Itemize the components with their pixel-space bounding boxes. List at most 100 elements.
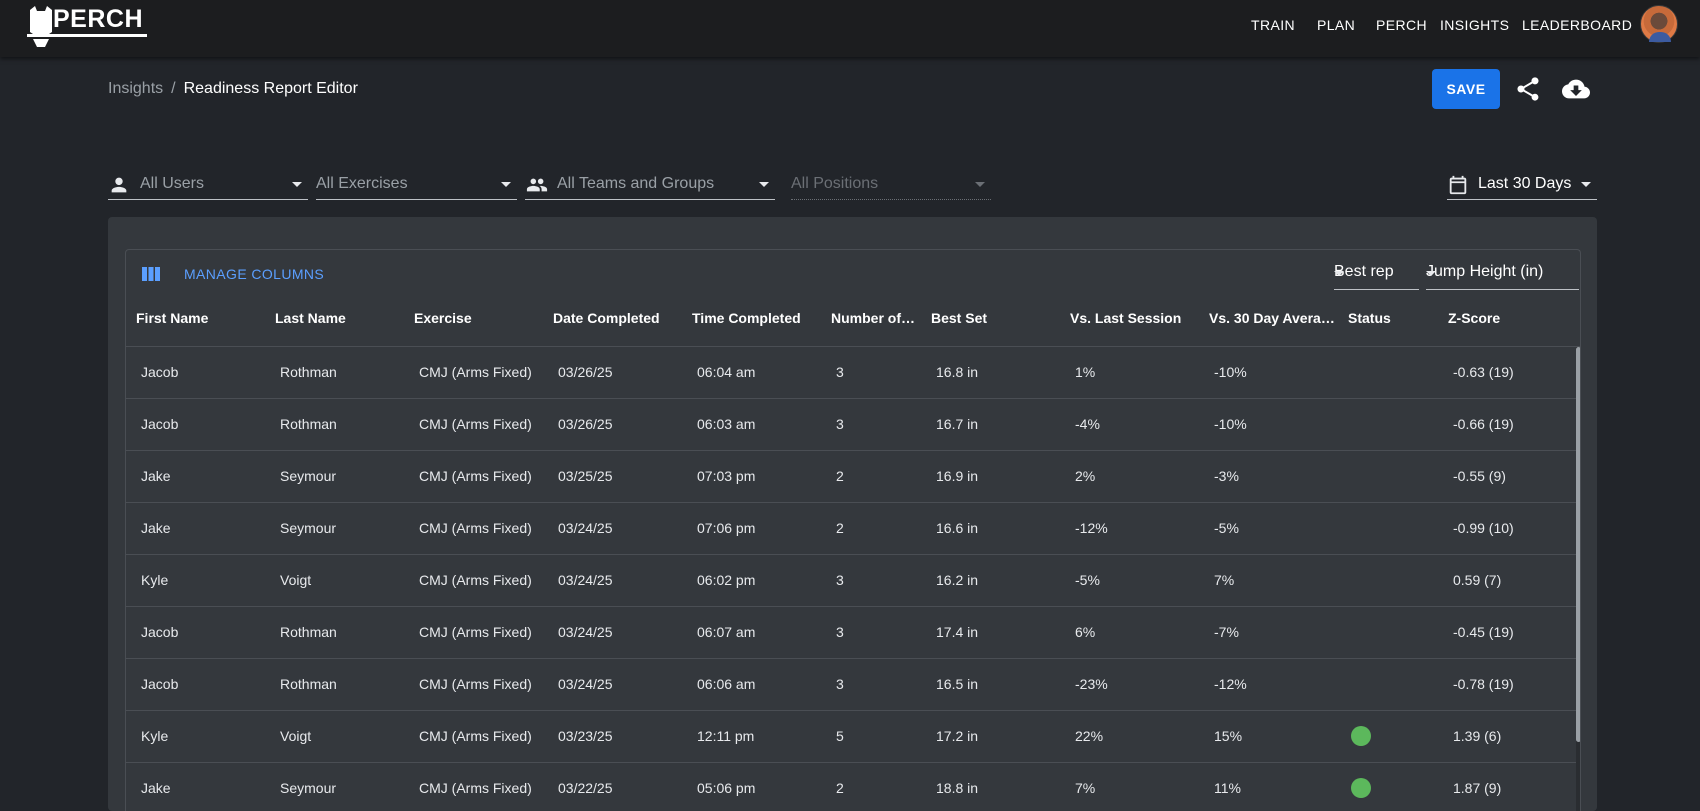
teams-filter[interactable]: All Teams and Groups: [525, 170, 775, 200]
date-range-filter[interactable]: Last 30 Days: [1447, 170, 1597, 200]
cell-z-score: -0.45 (19): [1453, 624, 1514, 640]
user-avatar[interactable]: [1640, 5, 1678, 43]
cell-date-completed: 03/24/25: [558, 676, 613, 692]
vertical-scrollbar[interactable]: [1576, 347, 1580, 811]
col-header-status[interactable]: Status: [1348, 310, 1391, 326]
breadcrumb: Insights / Readiness Report Editor: [108, 80, 358, 98]
nav-train[interactable]: TRAIN: [1251, 17, 1295, 33]
table-row[interactable]: Jacob Rothman CMJ (Arms Fixed) 03/26/25 06:0…: [126, 347, 1576, 399]
cell-vs-last-session: -4%: [1075, 416, 1100, 432]
chevron-down-icon: [292, 182, 302, 187]
table-row[interactable]: Jake Seymour CMJ (Arms Fixed) 03/24/25 07:06…: [126, 503, 1576, 555]
table-row[interactable]: Kyle Voigt CMJ (Arms Fixed) 03/24/25 06:02 p…: [126, 555, 1576, 607]
cell-z-score: 0.59 (7): [1453, 572, 1502, 588]
person-icon: [111, 177, 127, 193]
cell-best-set: 16.6 in: [936, 520, 979, 536]
cell-vs-last-session: 7%: [1075, 780, 1096, 796]
calendar-icon: [1449, 175, 1467, 195]
cell-first-name: Jacob: [141, 416, 179, 432]
chevron-down-icon: [1426, 271, 1436, 276]
cell-vs-30-day-average: 7%: [1214, 572, 1235, 588]
cell-z-score: -0.66 (19): [1453, 416, 1514, 432]
cell-exercise: CMJ (Arms Fixed): [419, 572, 532, 588]
breadcrumb-insights[interactable]: Insights: [108, 80, 164, 97]
exercises-filter-value: All Exercises: [316, 175, 408, 192]
chevron-down-icon: [975, 182, 985, 187]
nav-plan[interactable]: PLAN: [1317, 17, 1356, 33]
nav-insights[interactable]: INSIGHTS: [1440, 17, 1510, 33]
cell-number-of: 3: [836, 624, 844, 640]
exercises-filter[interactable]: All Exercises: [316, 170, 517, 200]
cell-exercise: CMJ (Arms Fixed): [419, 676, 532, 692]
col-header-last-name[interactable]: Last Name: [275, 310, 346, 326]
cell-exercise: CMJ (Arms Fixed): [419, 468, 532, 484]
cell-exercise: CMJ (Arms Fixed): [419, 416, 532, 432]
col-header-vs-30-day-average[interactable]: Vs. 30 Day Avera…: [1209, 310, 1335, 326]
cloud-download-icon: [1562, 79, 1590, 99]
cell-time-completed: 07:03 pm: [697, 468, 756, 484]
cell-time-completed: 06:04 am: [697, 364, 756, 380]
scrollbar-thumb[interactable]: [1576, 347, 1580, 742]
cell-vs-30-day-average: 15%: [1214, 728, 1243, 744]
cell-date-completed: 03/23/25: [558, 728, 613, 744]
breadcrumb-separator: /: [171, 80, 176, 97]
col-header-vs-last-session[interactable]: Vs. Last Session: [1070, 310, 1182, 326]
cell-date-completed: 03/24/25: [558, 572, 613, 588]
chevron-down-icon: [501, 182, 511, 187]
col-header-first-name[interactable]: First Name: [136, 310, 209, 326]
col-header-time-completed[interactable]: Time Completed: [692, 310, 801, 326]
cell-time-completed: 05:06 pm: [697, 780, 756, 796]
data-grid: MANAGE COLUMNS Best rep Jump Height (in)…: [125, 249, 1581, 811]
nav-perch[interactable]: PERCH: [1376, 17, 1428, 33]
cell-exercise: CMJ (Arms Fixed): [419, 520, 532, 536]
nav-leaderboard[interactable]: LEADERBOARD: [1522, 17, 1633, 33]
cell-vs-last-session: 22%: [1075, 728, 1104, 744]
cell-time-completed: 06:07 am: [697, 624, 756, 640]
col-header-date-completed[interactable]: Date Completed: [553, 310, 660, 326]
metric-select[interactable]: Jump Height (in): [1426, 260, 1579, 290]
cell-vs-30-day-average: -10%: [1214, 364, 1247, 380]
cell-best-set: 16.7 in: [936, 416, 979, 432]
table-row[interactable]: Jacob Rothman CMJ (Arms Fixed) 03/24/25 06:0…: [126, 659, 1576, 711]
cell-vs-last-session: -12%: [1075, 520, 1108, 536]
download-button[interactable]: [1562, 75, 1590, 103]
cell-exercise: CMJ (Arms Fixed): [419, 364, 532, 380]
cell-last-name: Rothman: [280, 624, 337, 640]
table-row[interactable]: Jake Seymour CMJ (Arms Fixed) 03/25/25 07:03…: [126, 451, 1576, 503]
users-filter[interactable]: All Users: [108, 170, 308, 200]
cell-first-name: Jacob: [141, 676, 179, 692]
table-row[interactable]: Jacob Rothman CMJ (Arms Fixed) 03/26/25 06:0…: [126, 399, 1576, 451]
cell-date-completed: 03/26/25: [558, 364, 613, 380]
chevron-down-icon: [1334, 271, 1344, 276]
cell-vs-last-session: 2%: [1075, 468, 1096, 484]
cell-z-score: -0.55 (9): [1453, 468, 1506, 484]
rep-select-value: Best rep: [1334, 263, 1394, 280]
cell-first-name: Jake: [141, 468, 171, 484]
cell-z-score: -0.63 (19): [1453, 364, 1514, 380]
cell-z-score: 1.39 (6): [1453, 728, 1502, 744]
cell-number-of: 2: [836, 468, 844, 484]
table-row[interactable]: Jake Seymour CMJ (Arms Fixed) 03/22/25 05:06…: [126, 763, 1576, 811]
perch-logo[interactable]: PERCH: [27, 4, 152, 48]
cell-first-name: Jake: [141, 520, 171, 536]
cell-exercise: CMJ (Arms Fixed): [419, 780, 532, 796]
status-indicator: [1351, 778, 1371, 798]
col-header-z-score[interactable]: Z-Score: [1448, 310, 1501, 326]
manage-columns-label: MANAGE COLUMNS: [184, 266, 325, 282]
cell-time-completed: 06:06 am: [697, 676, 756, 692]
save-button[interactable]: SAVE: [1432, 69, 1500, 109]
table-row[interactable]: Kyle Voigt CMJ (Arms Fixed) 03/23/25 12:11 p…: [126, 711, 1576, 763]
share-button[interactable]: [1514, 75, 1542, 103]
table-row[interactable]: Jacob Rothman CMJ (Arms Fixed) 03/24/25 06:0…: [126, 607, 1576, 659]
cell-number-of: 2: [836, 520, 844, 536]
cell-last-name: Seymour: [280, 468, 337, 484]
cell-date-completed: 03/22/25: [558, 780, 613, 796]
chevron-down-icon: [1581, 182, 1591, 187]
col-header-best-set[interactable]: Best Set: [931, 310, 988, 326]
cell-vs-last-session: 6%: [1075, 624, 1096, 640]
cell-date-completed: 03/24/25: [558, 520, 613, 536]
col-header-exercise[interactable]: Exercise: [414, 310, 472, 326]
cell-best-set: 17.2 in: [936, 728, 979, 744]
col-header-number-of[interactable]: Number of…: [831, 310, 915, 326]
rep-select[interactable]: Best rep: [1334, 260, 1419, 290]
